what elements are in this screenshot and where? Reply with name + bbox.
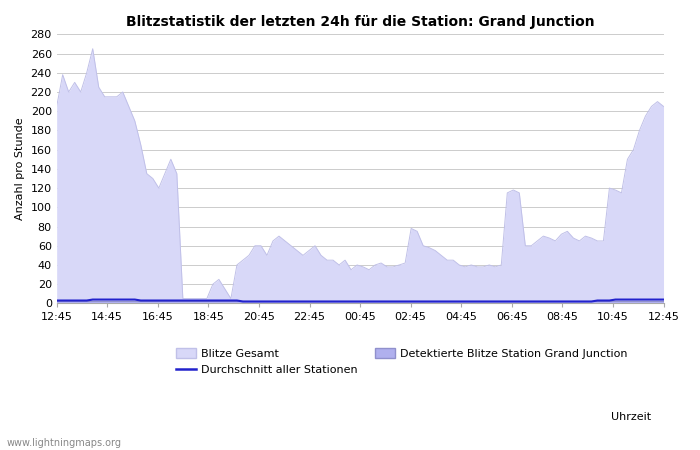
- Title: Blitzstatistik der letzten 24h für die Station: Grand Junction: Blitzstatistik der letzten 24h für die S…: [126, 15, 594, 29]
- Y-axis label: Anzahl pro Stunde: Anzahl pro Stunde: [15, 117, 25, 220]
- Text: www.lightningmaps.org: www.lightningmaps.org: [7, 438, 122, 448]
- Text: Uhrzeit: Uhrzeit: [611, 412, 651, 422]
- Legend: Blitze Gesamt, Durchschnitt aller Stationen, Detektierte Blitze Station Grand Ju: Blitze Gesamt, Durchschnitt aller Statio…: [172, 344, 632, 380]
